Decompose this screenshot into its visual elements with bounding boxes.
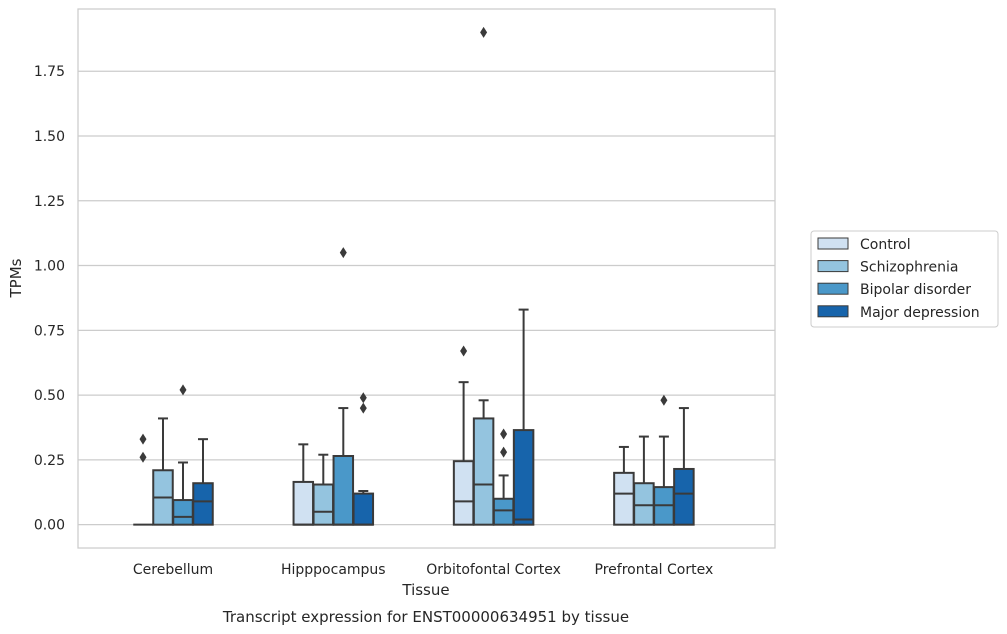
iqr-box bbox=[472, 417, 495, 526]
outlier-point bbox=[500, 428, 508, 440]
iqr-box bbox=[172, 499, 194, 526]
outlier-point bbox=[339, 247, 347, 259]
legend-frame bbox=[810, 230, 999, 328]
box bbox=[512, 308, 535, 526]
y-tick-label: 0.25 bbox=[34, 453, 65, 469]
iqr-box bbox=[192, 482, 214, 526]
x-tick-label: Prefrontal Cortex bbox=[595, 562, 714, 578]
chart-title: Transcript expression for ENST0000063495… bbox=[222, 608, 629, 626]
iqr-box bbox=[452, 460, 475, 526]
y-tick-label: 0.75 bbox=[34, 323, 65, 339]
box bbox=[492, 428, 515, 526]
box bbox=[653, 394, 675, 526]
series-major-depression bbox=[192, 308, 695, 526]
box bbox=[352, 392, 375, 526]
box bbox=[673, 407, 695, 526]
y-tick-label: 1.75 bbox=[34, 64, 65, 80]
outlier-point bbox=[359, 392, 367, 404]
y-axis-label: TPMs bbox=[7, 258, 25, 298]
x-tick-label: Hipppocampus bbox=[281, 562, 386, 578]
iqr-box bbox=[613, 471, 635, 526]
outlier-point bbox=[500, 446, 508, 458]
legend-swatch bbox=[817, 305, 849, 318]
series-schizophrenia bbox=[152, 26, 655, 526]
x-axis-label: Tissue bbox=[401, 581, 449, 599]
outlier-point bbox=[179, 384, 187, 396]
box bbox=[292, 443, 315, 526]
y-tick-label: 1.25 bbox=[34, 194, 65, 210]
y-tick-label: 0.50 bbox=[34, 388, 65, 404]
y-tick-label: 1.00 bbox=[34, 259, 65, 275]
box bbox=[332, 247, 355, 526]
box bbox=[613, 445, 635, 526]
x-tick-label: Orbitofontal Cortex bbox=[426, 562, 561, 578]
y-tick-label: 1.50 bbox=[34, 129, 65, 145]
y-axis-ticks: 0.00 0.25 0.50 0.75 1.00 1.25 1.50 1.75 bbox=[34, 64, 65, 533]
series-control bbox=[133, 345, 635, 526]
y-tick-label: 0.00 bbox=[34, 518, 65, 534]
legend-label: Bipolar disorder bbox=[860, 282, 971, 298]
outlier-point bbox=[139, 451, 147, 463]
iqr-box bbox=[673, 467, 695, 526]
iqr-box bbox=[633, 482, 655, 526]
legend-swatch bbox=[817, 260, 849, 273]
box bbox=[192, 438, 214, 526]
legend-swatch bbox=[817, 282, 849, 295]
legend-label: Major depression bbox=[860, 305, 980, 321]
box-series-group bbox=[133, 26, 695, 526]
plot-area bbox=[77, 8, 776, 549]
legend-swatch bbox=[817, 237, 849, 250]
iqr-box bbox=[492, 497, 515, 526]
x-axis-ticks: Cerebellum Hipppocampus Orbitofontal Corte… bbox=[133, 562, 713, 578]
box bbox=[152, 417, 174, 526]
iqr-box bbox=[292, 480, 315, 526]
legend-label: Schizophrenia bbox=[860, 260, 958, 276]
legend-label: Control bbox=[860, 237, 911, 253]
box bbox=[133, 433, 153, 526]
iqr-box bbox=[352, 492, 375, 526]
outlier-point bbox=[480, 26, 488, 38]
outlier-point bbox=[359, 402, 367, 414]
box bbox=[312, 453, 335, 526]
box bbox=[633, 435, 655, 526]
box bbox=[172, 384, 194, 526]
iqr-box bbox=[312, 483, 335, 526]
outlier-point bbox=[139, 433, 147, 445]
x-tick-label: Cerebellum bbox=[133, 562, 213, 578]
y-gridlines bbox=[78, 70, 775, 526]
outlier-point bbox=[660, 394, 668, 406]
outlier-point bbox=[460, 345, 468, 357]
series-bipolar-disorder bbox=[172, 247, 675, 526]
legend: Control Schizophrenia Bipolar disorder Majo… bbox=[810, 230, 999, 328]
box bbox=[472, 26, 495, 526]
iqr-box bbox=[332, 455, 355, 526]
box bbox=[452, 345, 475, 526]
iqr-box bbox=[512, 429, 535, 526]
